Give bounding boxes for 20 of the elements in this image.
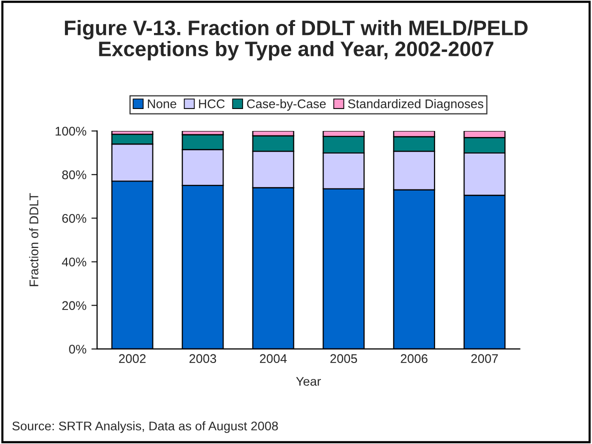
legend-label: None xyxy=(148,100,176,108)
source-note: Source: SRTR Analysis, Data as of August 2008 xyxy=(12,421,278,433)
x-tick-label: 2004 xyxy=(260,354,287,364)
y-axis-title: Fraction of DDLT xyxy=(29,193,38,286)
chart-title: Figure V-13. Fraction of DDLT with MELD/PELD Exceptions by Type and Year, 2002-2007 xyxy=(64,20,528,60)
y-tick-label: 20% xyxy=(62,301,86,310)
x-tick-label: 2007 xyxy=(471,354,498,364)
x-tick-label: 2005 xyxy=(330,354,358,364)
x-tick-label: 2002 xyxy=(119,354,146,364)
y-tick-label: 80% xyxy=(62,170,86,180)
y-tick-label: 60% xyxy=(62,214,86,223)
y-tick-label: 0% xyxy=(69,344,86,354)
x-axis-title: Year xyxy=(296,377,321,386)
legend-label: Case-by-Case xyxy=(247,99,326,111)
legend-label: Standardized Diagnoses xyxy=(348,99,484,111)
y-tick-label: 40% xyxy=(62,258,86,266)
legend-label: HCC xyxy=(199,99,225,108)
y-tick-label: 100% xyxy=(56,126,86,136)
x-tick-label: 2003 xyxy=(189,354,216,364)
x-tick-label: 2006 xyxy=(400,354,428,364)
